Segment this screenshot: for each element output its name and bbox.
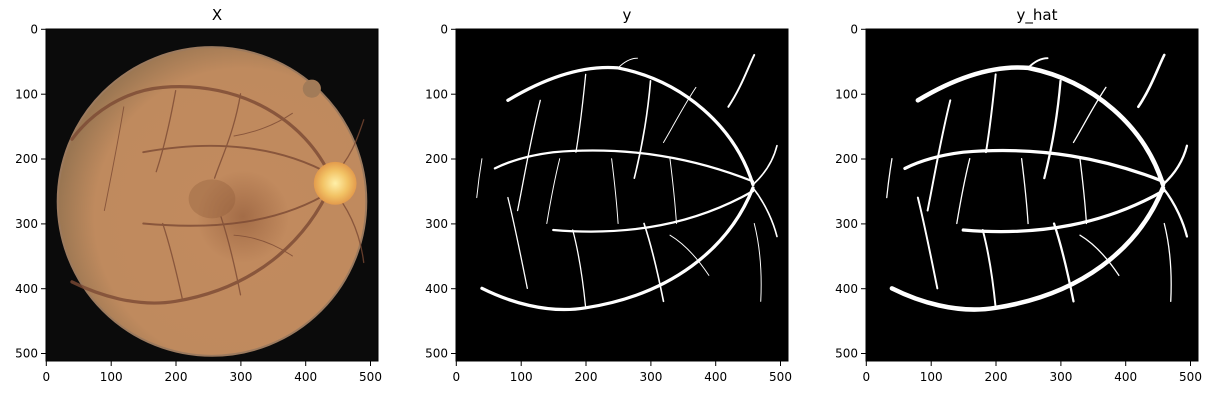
xtick-label: 500	[1179, 370, 1202, 384]
ytick-label: 100	[15, 87, 38, 101]
mask-background	[456, 29, 788, 361]
retina-notch	[302, 79, 321, 98]
panel-x-frame	[45, 28, 379, 362]
xtick-label: 500	[769, 370, 792, 384]
ytick-label: 300	[15, 217, 38, 231]
mask-image-y	[456, 29, 788, 361]
optic-disc	[313, 161, 357, 205]
panel-x-yticks	[41, 28, 46, 354]
panel-x-xtick-labels: 0 100 200 300 400 500	[42, 370, 381, 384]
panel-y-hat-xticks	[865, 361, 1191, 366]
panel-y-frame	[455, 28, 789, 362]
xtick-label: 500	[359, 370, 382, 384]
ytick-label: 0	[30, 23, 38, 37]
panel-y-hat-yticks	[861, 28, 866, 354]
panel-y-hat-xtick-labels: 0 100 200 300 400 500	[862, 370, 1201, 384]
ytick-label: 200	[425, 152, 448, 166]
panel-x-svg: X	[15, 6, 382, 384]
mask-image-y-hat	[866, 29, 1198, 361]
xtick-label: 100	[920, 370, 943, 384]
xtick-label: 200	[165, 370, 188, 384]
xtick-label: 0	[862, 370, 870, 384]
xtick-label: 300	[1049, 370, 1072, 384]
ytick-label: 0	[440, 23, 448, 37]
panel-x: X	[0, 0, 400, 405]
panel-y-hat-svg: y_hat	[835, 6, 1202, 384]
xtick-label: 400	[294, 370, 317, 384]
ytick-label: 400	[835, 282, 858, 296]
ytick-label: 100	[425, 87, 448, 101]
xtick-label: 200	[985, 370, 1008, 384]
ytick-label: 500	[425, 347, 448, 361]
panel-y-hat-title: y_hat	[1017, 6, 1058, 25]
fundus-image	[46, 29, 378, 361]
ytick-label: 400	[15, 282, 38, 296]
xtick-label: 100	[100, 370, 123, 384]
panel-x-xticks	[45, 361, 371, 366]
panel-y-xticks	[455, 361, 781, 366]
fundus-vessels	[70, 85, 365, 305]
ytick-label: 500	[15, 347, 38, 361]
xtick-label: 200	[575, 370, 598, 384]
xtick-label: 0	[42, 370, 50, 384]
mask-background	[866, 29, 1198, 361]
xtick-label: 300	[229, 370, 252, 384]
xtick-label: 400	[704, 370, 727, 384]
panel-y-hat-frame	[865, 28, 1199, 362]
xtick-label: 300	[639, 370, 662, 384]
panel-y: y	[410, 0, 810, 405]
ytick-label: 400	[425, 282, 448, 296]
ytick-label: 100	[835, 87, 858, 101]
panel-y-hat-ytick-labels: 0 100 200 300 400 500	[835, 23, 858, 361]
panel-y-title: y	[623, 6, 632, 24]
panel-x-ytick-labels: 0 100 200 300 400 500	[15, 23, 38, 361]
vessel-tree-y	[476, 53, 778, 312]
xtick-label: 100	[510, 370, 533, 384]
ytick-label: 300	[425, 217, 448, 231]
panel-y-svg: y	[425, 6, 792, 384]
ytick-label: 500	[835, 347, 858, 361]
vessel-tree-y-hat	[886, 53, 1189, 312]
panel-x-title: X	[212, 6, 222, 24]
ytick-label: 300	[835, 217, 858, 231]
panel-y-xtick-labels: 0 100 200 300 400 500	[452, 370, 791, 384]
ytick-label: 200	[835, 152, 858, 166]
ytick-label: 200	[15, 152, 38, 166]
ytick-label: 0	[850, 23, 858, 37]
macula	[188, 179, 236, 219]
panel-y-hat: y_hat	[820, 0, 1220, 405]
xtick-label: 0	[452, 370, 460, 384]
panel-y-yticks	[451, 28, 456, 354]
panel-y-ytick-labels: 0 100 200 300 400 500	[425, 23, 448, 361]
xtick-label: 400	[1114, 370, 1137, 384]
